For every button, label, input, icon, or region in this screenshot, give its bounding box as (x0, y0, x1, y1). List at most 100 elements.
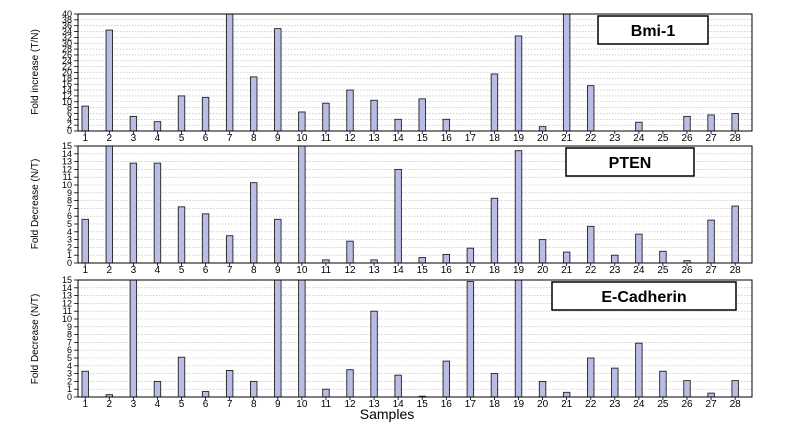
y-tick-label: 36 (62, 21, 72, 31)
x-tick-label: 11 (321, 265, 332, 276)
x-tick-label: 13 (369, 265, 381, 276)
x-tick-label: 13 (369, 133, 381, 144)
x-tick-label: 10 (296, 265, 308, 276)
x-tick-label: 14 (393, 399, 405, 410)
y-tick-label: 28 (62, 44, 72, 54)
y-tick-label: 13 (62, 291, 72, 301)
x-tick-label: 23 (609, 265, 621, 276)
y-tick-label: 10 (62, 314, 72, 324)
x-tick-label: 28 (730, 399, 742, 410)
x-tick-label: 24 (633, 133, 645, 144)
bar (250, 182, 258, 264)
x-tick-label: 24 (633, 265, 645, 276)
x-tick-label: 17 (465, 265, 477, 276)
bar (490, 73, 499, 132)
bar (514, 150, 523, 264)
bar (731, 205, 739, 264)
x-tick-label: 7 (227, 399, 233, 410)
bar (201, 391, 210, 398)
bar (105, 145, 113, 264)
x-tick-label: 4 (155, 399, 161, 410)
bar (707, 114, 715, 132)
y-tick-label: 6 (67, 345, 72, 355)
bar (346, 240, 354, 264)
y-tick-label: 20 (62, 68, 72, 78)
x-tick-label: 6 (203, 265, 209, 276)
x-tick-label: 9 (275, 265, 281, 276)
bar (177, 95, 186, 132)
x-tick-label: 27 (706, 399, 718, 410)
x-tick-label: 22 (585, 399, 597, 410)
bar (177, 356, 186, 398)
y-tick-label: 14 (62, 149, 72, 159)
bar (225, 235, 234, 264)
y-tick-label: 2 (67, 376, 72, 386)
bar (659, 370, 667, 398)
x-tick-label: 1 (82, 399, 88, 410)
y-tick-label: 3 (67, 369, 72, 379)
y-tick-label: 11 (63, 172, 72, 182)
y-tick-label: 7 (67, 203, 72, 213)
bar (370, 310, 378, 398)
x-tick-label: 7 (227, 265, 233, 276)
x-tick-label: 3 (131, 399, 137, 410)
y-tick-label: 34 (62, 27, 72, 37)
y-tick-label: 1 (67, 250, 72, 260)
y-tick-label: 3 (67, 235, 72, 245)
x-tick-label: 28 (730, 133, 742, 144)
y-tick-label: 10 (62, 180, 72, 190)
bar (201, 213, 210, 264)
bar (394, 374, 402, 398)
y-tick-label: 11 (63, 306, 72, 316)
y-axis-label: Fold increase (T/N) (30, 29, 41, 115)
y-tick-label: 8 (67, 196, 72, 206)
x-tick-label: 12 (344, 133, 356, 144)
y-tick-label: 6 (67, 108, 72, 118)
plot-frame (77, 13, 753, 132)
bar (225, 370, 234, 398)
x-tick-label: 24 (633, 399, 645, 410)
bar (274, 28, 282, 132)
x-tick-label: 5 (179, 133, 185, 144)
x-tick-label: 4 (155, 265, 161, 276)
bar (442, 360, 450, 398)
y-tick-label: 4 (67, 361, 72, 371)
x-tick-label: 22 (585, 265, 597, 276)
x-tick-label: 20 (537, 265, 549, 276)
x-tick-label: 8 (251, 399, 257, 410)
x-tick-label: 23 (609, 399, 621, 410)
x-tick-label: 19 (513, 399, 525, 410)
bar (611, 254, 619, 264)
bar (346, 369, 354, 398)
y-tick-label: 13 (62, 157, 72, 167)
bar (201, 96, 210, 132)
x-tick-label: 5 (179, 399, 185, 410)
y-axis-label: Fold Decrease (N/T) (30, 294, 41, 385)
x-tick-label: 17 (465, 399, 477, 410)
x-tick-label: 21 (561, 399, 573, 410)
y-axis-label: Fold Decrease (N/T) (30, 159, 41, 250)
x-tick-label: 16 (441, 265, 453, 276)
bar (81, 218, 89, 264)
x-tick-label: 4 (155, 133, 161, 144)
y-tick-label: 2 (67, 120, 72, 130)
bar (298, 279, 306, 398)
panel-title: E-Cadherin (601, 289, 686, 306)
bar (442, 118, 450, 132)
bar (394, 168, 402, 264)
legend-box: Bmi-1 (597, 15, 709, 45)
panel-title: PTEN (609, 155, 652, 172)
bar (562, 391, 571, 398)
y-tick-label: 7 (67, 337, 72, 347)
bar (274, 218, 282, 264)
x-tick-label: 8 (251, 133, 257, 144)
y-tick-label: 14 (62, 283, 72, 293)
x-tick-label: 2 (107, 399, 113, 410)
bar (81, 370, 89, 398)
x-tick-label: 9 (275, 133, 281, 144)
bar (538, 380, 547, 398)
bar (274, 279, 282, 398)
